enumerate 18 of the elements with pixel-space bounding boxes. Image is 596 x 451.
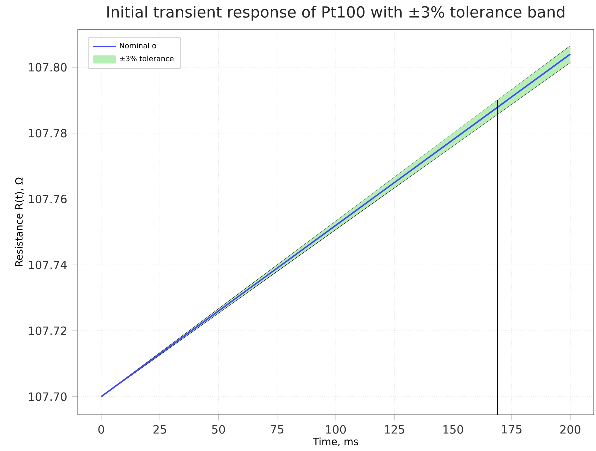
x-tick-label: 50 <box>212 425 226 434</box>
x-tick-label: 150 <box>444 425 464 434</box>
y-tick-label: 107.76 <box>29 194 67 204</box>
x-tick-label: 175 <box>502 425 522 434</box>
y-tick-label: 107.70 <box>29 392 67 402</box>
x-tick-label: 25 <box>154 425 166 434</box>
x-axis-title: Time, ms <box>313 438 358 447</box>
x-tick-label: 0 <box>98 425 104 434</box>
y-axis-title: Resistance R(t), Ω <box>15 178 24 266</box>
chart-title: Initial transient response of Pt100 with ±3% tolerance band <box>108 6 565 21</box>
y-tick-label: 107.78 <box>29 129 67 138</box>
x-tick-label: 75 <box>271 425 284 434</box>
x-tick-label: 125 <box>385 425 404 434</box>
y-tick-label: 107.74 <box>29 260 67 270</box>
x-tick-label: 200 <box>560 425 581 434</box>
y-tick-label: 107.80 <box>29 63 67 72</box>
x-tick-label: 100 <box>326 425 346 434</box>
y-tick-label: 107.72 <box>29 326 66 336</box>
